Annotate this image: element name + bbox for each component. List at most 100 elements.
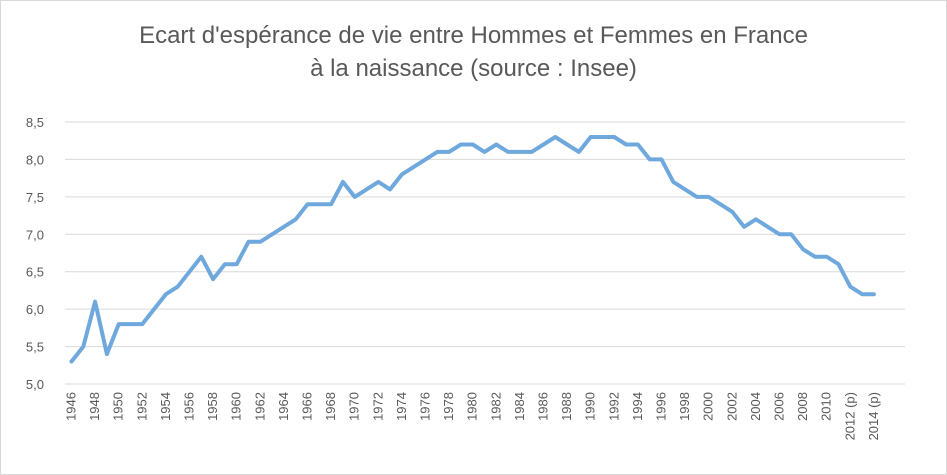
data-point	[637, 143, 639, 146]
data-point	[861, 293, 863, 295]
data-point	[188, 270, 191, 273]
data-point	[554, 136, 557, 138]
x-tick-label: 1996	[654, 392, 669, 421]
data-point	[259, 240, 262, 243]
x-tick-label: 1978	[441, 392, 456, 421]
x-tick-label: 1960	[229, 392, 244, 421]
y-tick-label: 8,0	[26, 152, 44, 167]
data-point	[70, 360, 73, 363]
data-point	[566, 143, 568, 146]
data-point	[436, 151, 439, 153]
x-tick-label: 1958	[205, 392, 220, 421]
x-tick-label: 1980	[465, 392, 480, 421]
data-point	[507, 151, 509, 153]
data-point	[271, 233, 273, 236]
data-point	[176, 285, 179, 288]
x-tick-label: 2006	[772, 392, 787, 421]
y-tick-label: 6,0	[26, 302, 44, 317]
x-tick-label: 1956	[182, 392, 197, 421]
data-point	[684, 188, 686, 191]
x-tick-label: 2002	[724, 392, 739, 421]
data-point	[648, 158, 651, 161]
data-point	[625, 143, 627, 146]
x-tick-label: 1986	[536, 392, 551, 421]
data-point	[424, 158, 427, 161]
data-point	[106, 353, 108, 355]
chart-subtitle: à la naissance (source : Insee)	[310, 55, 637, 82]
data-point	[542, 143, 545, 146]
data-point	[589, 136, 592, 138]
data-point	[837, 263, 840, 266]
data-point	[283, 226, 285, 228]
data-point	[401, 173, 403, 176]
y-tick-label: 8,5	[26, 115, 44, 130]
x-tick-label: 1970	[347, 392, 362, 421]
data-point	[342, 181, 344, 183]
data-point	[247, 240, 250, 243]
x-tick-label: 1984	[512, 392, 527, 421]
x-tick-label: 1954	[158, 392, 173, 421]
data-point	[129, 323, 132, 325]
data-point	[814, 255, 816, 258]
data-point	[294, 218, 297, 221]
data-point	[578, 151, 580, 153]
y-tick-label: 5,5	[26, 340, 44, 355]
series-line	[69, 135, 876, 364]
data-point	[224, 263, 226, 266]
data-point	[235, 263, 238, 266]
data-point	[613, 136, 616, 138]
data-point	[460, 143, 462, 146]
data-point	[696, 196, 698, 198]
x-tick-label: 2004	[748, 392, 763, 421]
data-point	[802, 248, 804, 251]
chart-title-line1: Ecart d'espérance de vie entre Hommes et…	[139, 22, 808, 49]
data-point	[672, 181, 675, 183]
data-point	[601, 136, 604, 138]
data-point	[778, 233, 781, 236]
y-tick-label: 7,0	[26, 227, 44, 242]
x-tick-label: 1948	[87, 392, 102, 421]
chart-title: Ecart d'espérance de vie entre Hommes et…	[1, 19, 946, 85]
series	[69, 135, 876, 364]
x-tick-label: 1992	[606, 392, 621, 421]
data-point	[766, 226, 769, 228]
data-point	[117, 323, 120, 325]
x-tick-label: 1988	[559, 392, 574, 421]
y-tick-label: 7,5	[26, 190, 44, 205]
x-tick-label: 2012 (p)	[842, 392, 857, 440]
x-tick-label: 1974	[394, 392, 409, 421]
x-tick-label: 1950	[111, 392, 126, 421]
data-point	[660, 158, 663, 161]
gridlines	[65, 121, 905, 385]
data-point	[94, 300, 96, 303]
data-point	[743, 226, 745, 228]
data-point	[495, 143, 498, 146]
data-point	[755, 218, 757, 221]
data-point	[790, 233, 793, 236]
data-point	[306, 203, 309, 206]
x-tick-label: 1976	[418, 392, 433, 421]
x-tick-label: 1962	[252, 392, 267, 421]
x-tick-label: 2014 (p)	[866, 392, 881, 440]
data-point	[530, 151, 533, 153]
x-tick-label: 1994	[630, 392, 645, 421]
data-point	[212, 278, 214, 281]
data-point	[365, 188, 368, 191]
data-point	[731, 211, 734, 213]
data-point	[825, 255, 828, 258]
x-tick-label: 1982	[488, 392, 503, 421]
x-tick-label: 2008	[795, 392, 810, 421]
data-point	[471, 143, 474, 146]
data-point	[330, 203, 332, 206]
data-point	[165, 293, 167, 295]
data-point	[82, 345, 85, 348]
data-point	[377, 181, 380, 183]
x-tick-label: 1968	[323, 392, 338, 421]
x-tick-label: 1998	[677, 392, 692, 421]
x-tick-label: 1952	[134, 392, 149, 421]
data-point	[707, 196, 710, 198]
y-axis-ticks: 5,0 5,5 6,0 6,5 7,0 7,5 8,0 8,5	[26, 115, 44, 392]
data-point	[353, 196, 356, 198]
